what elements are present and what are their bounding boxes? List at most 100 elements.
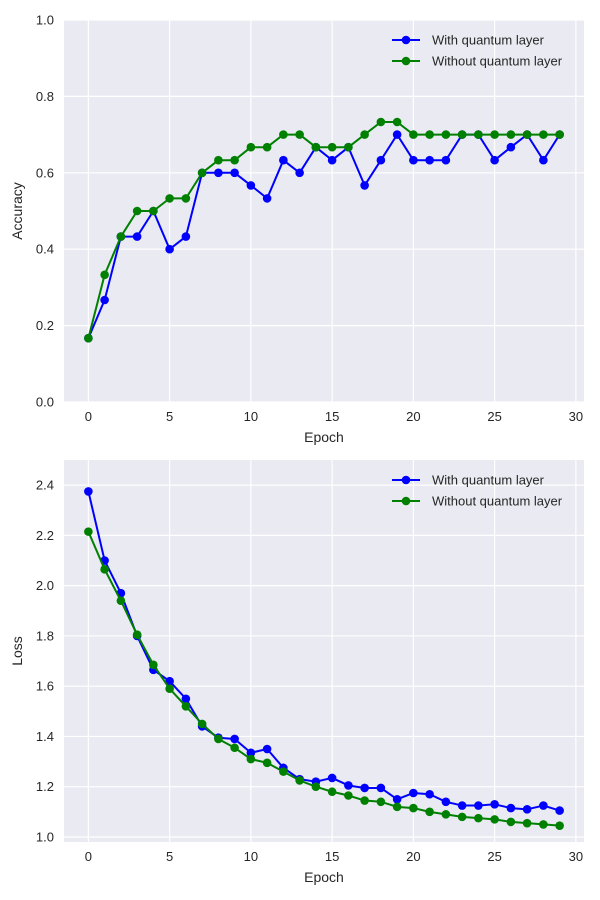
y-tick-label: 2.4 [36,478,54,493]
data-point-without-quantum [149,206,158,216]
x-axis-label: Epoch [304,869,344,885]
data-point-without-quantum [555,130,564,139]
legend-label-without-quantum: Without quantum layer [432,54,563,69]
x-tick-label: 20 [406,409,420,424]
data-point-without-quantum [474,130,483,139]
legend-swatch-marker-without-quantum [401,496,411,506]
data-point-with-quantum [230,734,239,744]
x-tick-label: 10 [244,409,258,424]
data-point-without-quantum [344,791,353,800]
data-point-without-quantum [295,776,304,785]
data-point-without-quantum [441,810,451,819]
data-point-without-quantum [506,817,516,827]
data-point-with-quantum [279,155,288,165]
data-point-with-quantum [506,142,516,152]
data-point-with-quantum [181,232,191,241]
data-point-without-quantum [425,807,434,817]
data-point-without-quantum [230,155,239,165]
x-tick-label: 25 [487,409,501,424]
data-point-without-quantum [197,168,207,178]
data-point-with-quantum [165,244,174,254]
data-point-with-quantum [262,194,272,203]
data-point-without-quantum [409,803,418,813]
legend-label-without-quantum: Without quantum layer [432,494,563,509]
data-point-without-quantum [181,701,191,711]
data-point-with-quantum [165,676,174,686]
y-tick-label: 2.2 [36,528,54,543]
data-point-without-quantum [132,206,142,216]
x-axis-label: Epoch [304,429,344,445]
data-point-without-quantum [490,815,499,824]
data-point-with-quantum [490,800,499,809]
data-point-with-quantum [425,789,434,799]
data-point-without-quantum [230,743,239,753]
y-tick-label: 0.2 [36,318,54,333]
data-point-with-quantum [392,794,402,804]
data-point-with-quantum [246,181,256,190]
x-tick-label: 10 [244,849,258,864]
loss-chart: 0 5 10 15 20 25 30 1.0 1.2 1.4 1.6 1.8 2.0 2.2 2.4 Epoc… [9,460,584,885]
data-point-without-quantum [246,142,256,152]
data-point-with-quantum [490,155,499,165]
data-point-without-quantum [100,565,109,574]
legend-label-with-quantum: With quantum layer [432,473,545,488]
data-point-with-quantum [522,805,532,814]
data-point-with-quantum [214,168,223,178]
data-point-without-quantum [539,130,548,139]
data-point-without-quantum [474,813,483,823]
data-point-with-quantum [295,168,304,178]
y-tick-label: 1.8 [36,628,54,643]
data-point-without-quantum [279,130,288,139]
accuracy-chart: 0 5 10 15 20 25 30 0.0 0.2 0.4 0.6 0.8 1.0 Epoch Accur… [9,13,584,445]
legend-label-with-quantum: With quantum layer [432,33,545,48]
data-point-with-quantum [376,155,386,165]
y-tick-label: 1.6 [36,679,54,694]
data-point-without-quantum [262,142,272,152]
data-point-with-quantum [246,748,256,758]
data-point-without-quantum [262,758,272,768]
data-point-without-quantum [149,660,158,670]
data-point-without-quantum [360,130,369,139]
data-point-without-quantum [181,194,191,203]
y-axis-label: Accuracy [9,182,25,240]
data-point-with-quantum [441,797,451,807]
data-point-with-quantum [230,168,239,178]
data-point-without-quantum [539,820,548,829]
x-tick-label: 0 [85,849,92,864]
data-point-without-quantum [214,155,223,165]
data-point-without-quantum [344,142,353,152]
data-point-without-quantum [165,684,174,693]
data-point-without-quantum [197,719,207,729]
x-tick-label: 5 [166,849,173,864]
data-point-without-quantum [165,194,174,203]
data-point-with-quantum [441,155,451,165]
data-point-without-quantum [522,818,532,828]
y-tick-label: 1.0 [36,829,54,844]
data-point-with-quantum [181,694,191,704]
data-point-with-quantum [457,801,467,810]
data-point-without-quantum [392,117,402,127]
data-point-with-quantum [506,803,516,813]
data-point-without-quantum [376,797,386,807]
data-point-without-quantum [84,333,93,343]
y-tick-label: 1.4 [36,729,54,744]
x-tick-label: 25 [487,849,501,864]
data-point-without-quantum [279,767,288,776]
legend-swatch-marker-without-quantum [401,56,411,66]
data-point-without-quantum [214,734,223,744]
data-point-without-quantum [116,596,126,606]
y-tick-label: 0.6 [36,165,54,180]
data-point-with-quantum [327,773,337,783]
x-tick-label: 15 [325,409,339,424]
data-point-without-quantum [409,130,418,139]
data-point-with-quantum [344,781,353,790]
data-point-without-quantum [457,130,467,139]
legend-swatch-marker-with-quantum [401,475,411,485]
data-point-with-quantum [539,801,548,810]
data-point-with-quantum [84,487,93,496]
y-tick-label: 2.0 [36,578,54,593]
data-point-with-quantum [376,783,386,793]
data-point-without-quantum [327,142,337,152]
data-point-with-quantum [474,801,483,810]
